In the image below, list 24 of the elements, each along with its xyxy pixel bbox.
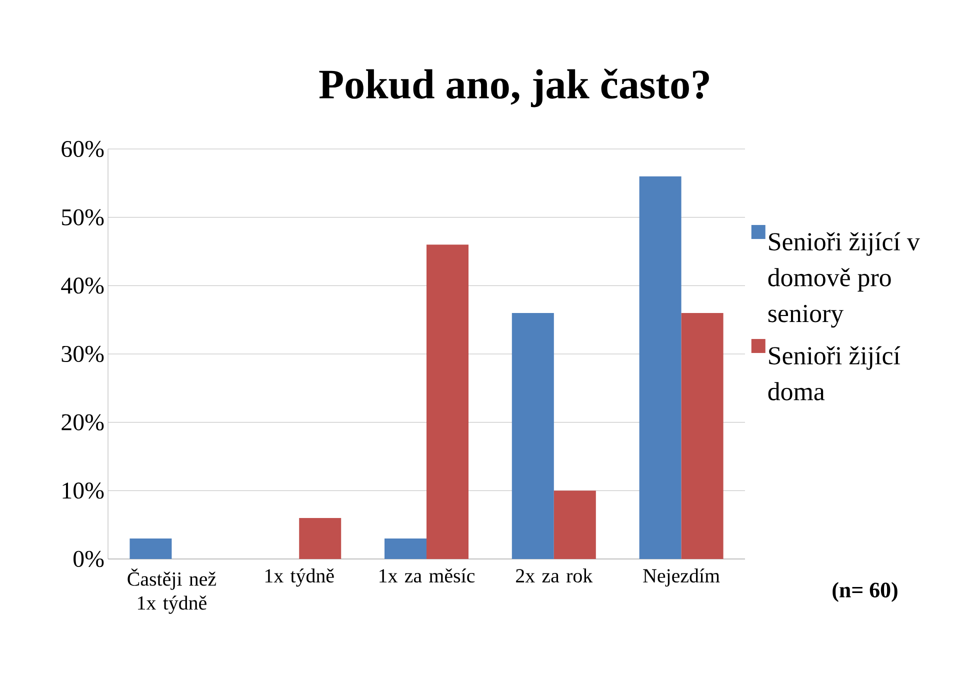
bar bbox=[681, 312, 724, 559]
chart-title: Pokud ano, jak často? bbox=[319, 68, 709, 108]
bar bbox=[554, 490, 596, 559]
x-tick-label: Nejezdím bbox=[643, 568, 720, 587]
bar bbox=[384, 538, 427, 559]
x-tick-label: 1x týdně bbox=[265, 568, 334, 587]
bar bbox=[512, 312, 554, 559]
bar bbox=[639, 176, 682, 559]
text: (n= 60) bbox=[832, 582, 898, 602]
y-tick-label: 40% bbox=[61, 278, 104, 294]
y-tick-label: 0% bbox=[74, 550, 104, 568]
y-tick-label: 10% bbox=[62, 482, 104, 499]
bar bbox=[426, 244, 469, 559]
bar bbox=[299, 518, 342, 559]
legend-label: Senioři žijící doma bbox=[768, 346, 900, 400]
bar bbox=[130, 538, 172, 559]
x-tick-label: 2x za rok bbox=[516, 568, 593, 583]
x-tick-label: 1x za měsíc bbox=[380, 568, 475, 583]
legend-label: Senioři žijící v domově pro seniory bbox=[768, 232, 920, 328]
x-tick-label: Častěji než 1x týdně bbox=[128, 568, 216, 614]
y-tick-label: 30% bbox=[62, 346, 104, 362]
y-tick-label: 60% bbox=[62, 140, 104, 158]
y-tick-label: 50% bbox=[62, 209, 104, 226]
y-tick-label: 20% bbox=[62, 414, 104, 430]
